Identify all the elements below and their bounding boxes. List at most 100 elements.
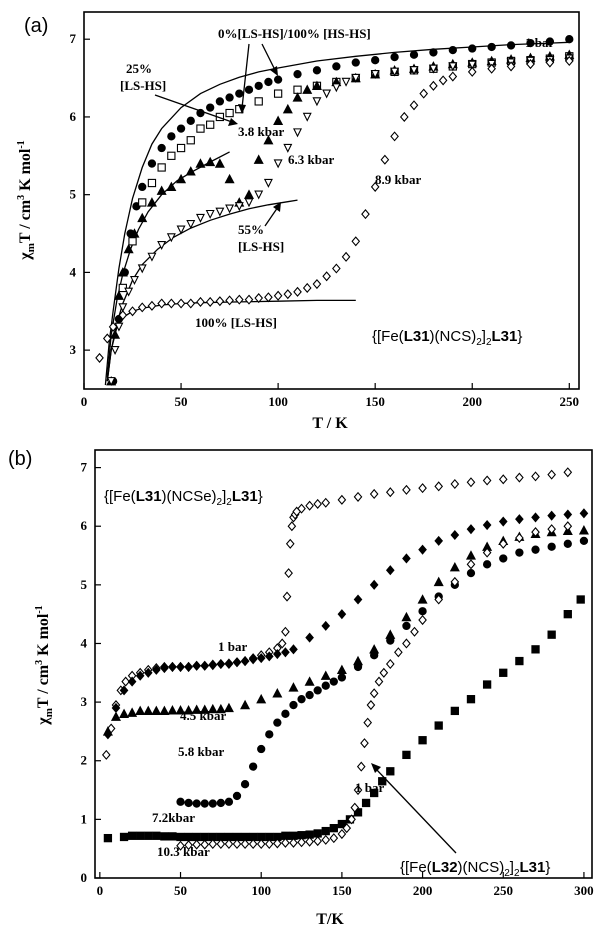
a-point-4-25 bbox=[332, 263, 341, 274]
b-point-2-21 bbox=[320, 670, 331, 680]
b-point-5-20 bbox=[337, 828, 347, 840]
b-point-1-7 bbox=[160, 663, 169, 674]
b-point-0-47 bbox=[498, 474, 508, 485]
b-point-3-33 bbox=[547, 542, 556, 551]
b-point-0-35 bbox=[313, 498, 323, 509]
b-series-4 bbox=[103, 595, 585, 843]
b-point-5-27 bbox=[363, 717, 373, 728]
a-point-0-20 bbox=[293, 70, 302, 79]
annotation-a-8: [LS-HS] bbox=[238, 239, 284, 254]
b-point-1-17 bbox=[240, 656, 250, 667]
b-ytick-label-3: 3 bbox=[81, 694, 88, 709]
a-point-4-16 bbox=[244, 294, 254, 305]
b-point-3-31 bbox=[515, 548, 524, 557]
panel-a-ylabel: χmT / cm3 K mol-1 bbox=[16, 140, 37, 260]
b-point-0-33 bbox=[297, 503, 306, 514]
b-point-4-8 bbox=[176, 832, 185, 842]
b-point-4-45 bbox=[563, 610, 572, 619]
a-ytick-label-2: 5 bbox=[70, 187, 77, 202]
arrow-a-0b-head bbox=[270, 66, 278, 76]
a-point-0-12 bbox=[206, 103, 215, 112]
b-point-2-14 bbox=[215, 703, 226, 714]
b-point-2-16 bbox=[240, 699, 251, 710]
b-point-3-13 bbox=[281, 709, 290, 718]
panel-b-ticks: 0 50 100 150 200 250 300 0 1 2 3 4 5 6 7 bbox=[81, 460, 594, 898]
b-point-4-42 bbox=[515, 656, 524, 666]
b-point-1-35 bbox=[482, 520, 492, 531]
a-point-4-21 bbox=[293, 286, 302, 297]
a-point-0-21 bbox=[312, 66, 322, 75]
b-point-2-7 bbox=[159, 705, 170, 716]
b-point-3-5 bbox=[216, 798, 226, 808]
annotation-a-3: [LS-HS] bbox=[120, 78, 166, 93]
b-point-1-13 bbox=[208, 659, 218, 670]
a-point-3-23 bbox=[302, 112, 312, 122]
annotation-a-5: 6.3 kbar bbox=[288, 152, 334, 167]
a-xtick-label-0: 0 bbox=[81, 394, 88, 409]
arrow-a-8 bbox=[264, 206, 279, 227]
a-point-3-20 bbox=[273, 159, 283, 169]
b-point-3-12 bbox=[273, 718, 282, 727]
arrow-a-8-head bbox=[273, 202, 281, 212]
panel-a-xlabel: T / K bbox=[312, 415, 348, 432]
b-point-4-39 bbox=[466, 695, 476, 704]
a-point-3-19 bbox=[263, 178, 273, 188]
b-point-5-37 bbox=[434, 594, 444, 605]
b-point-3-22 bbox=[370, 651, 379, 660]
b-point-2-18 bbox=[272, 688, 283, 698]
a-point-0-6 bbox=[147, 159, 157, 168]
panel-b-frame bbox=[94, 449, 593, 879]
a-point-4-32 bbox=[399, 111, 409, 122]
a-point-4-24 bbox=[322, 271, 331, 282]
b-point-1-3 bbox=[127, 676, 137, 687]
a-point-3-31 bbox=[409, 66, 419, 76]
a-point-1-8 bbox=[196, 124, 205, 133]
arrow-a-0a-head bbox=[238, 104, 246, 114]
a-point-3-4 bbox=[124, 287, 134, 297]
annotation-b-5: 1 bar bbox=[355, 780, 384, 795]
a-xtick-label-3: 150 bbox=[365, 394, 385, 409]
b-point-1-34 bbox=[466, 524, 476, 535]
svg-text:χmT / cm3 K mol-1: χmT / cm3 K mol-1 bbox=[16, 140, 37, 260]
b-point-5-0 bbox=[176, 840, 185, 851]
b-point-5-18 bbox=[321, 834, 331, 845]
b-point-1-18 bbox=[248, 654, 258, 665]
a-point-3-27 bbox=[341, 77, 351, 87]
b-point-3-11 bbox=[265, 730, 274, 739]
a-point-0-8 bbox=[167, 132, 176, 141]
b-point-3-20 bbox=[337, 673, 347, 682]
a-point-4-35 bbox=[429, 80, 438, 91]
annotation-a-1: 1 bar bbox=[525, 35, 554, 50]
a-point-3-7 bbox=[147, 252, 157, 262]
b-point-1-14 bbox=[216, 658, 226, 670]
b-point-5-44 bbox=[547, 524, 556, 535]
a-point-4-29 bbox=[370, 181, 380, 192]
b-point-0-46 bbox=[482, 475, 492, 486]
b-point-3-25 bbox=[418, 607, 427, 616]
a-point-2-18 bbox=[253, 154, 264, 164]
b-point-3-4 bbox=[208, 799, 217, 808]
b-point-0-44 bbox=[450, 478, 460, 490]
a-point-4-36 bbox=[438, 75, 448, 86]
b-point-5-25 bbox=[356, 761, 366, 772]
a-point-4-41 bbox=[526, 59, 535, 70]
b-point-4-46 bbox=[576, 595, 585, 604]
a-point-0-19 bbox=[273, 75, 283, 84]
b-point-1-37 bbox=[515, 514, 524, 525]
b-point-2-4 bbox=[135, 705, 146, 716]
b-point-1-11 bbox=[192, 660, 201, 671]
a-point-0-9 bbox=[176, 124, 186, 133]
a-point-2-6 bbox=[137, 212, 148, 223]
a-point-4-17 bbox=[254, 293, 264, 304]
b-xtick-label-0: 0 bbox=[97, 883, 104, 898]
b-point-4-34 bbox=[386, 767, 395, 776]
a-point-3-29 bbox=[370, 70, 380, 80]
b-point-5-7 bbox=[232, 838, 242, 850]
a-point-2-23 bbox=[302, 84, 313, 94]
panel-a: (a) 0 50 100 150 200 250 3 4 5 6 7 χmT / cm3 K mol… bbox=[16, 11, 580, 432]
b-point-3-1 bbox=[184, 798, 193, 808]
a-point-2-22 bbox=[292, 92, 303, 102]
b-point-5-3 bbox=[200, 839, 210, 850]
a-point-2-20 bbox=[273, 115, 284, 125]
b-point-2-6 bbox=[151, 705, 162, 716]
